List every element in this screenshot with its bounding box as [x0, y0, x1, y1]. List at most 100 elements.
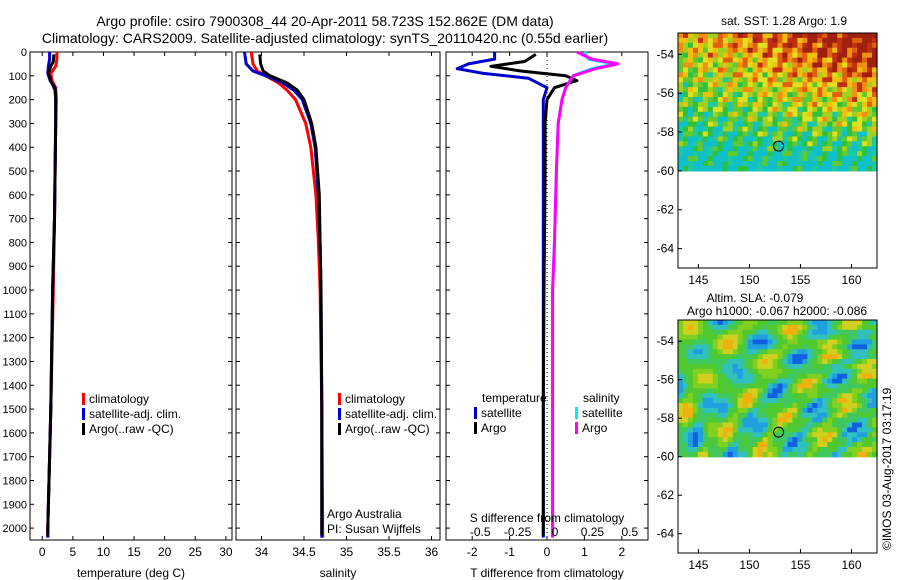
sla_map-cell — [757, 442, 764, 448]
sst_map-cell — [842, 146, 848, 152]
sst_map-cell — [857, 101, 863, 108]
sla_map-cell — [867, 329, 873, 336]
sla_map-cell — [832, 320, 838, 326]
sst_map-cell — [792, 116, 798, 123]
sst_map-cell — [842, 131, 848, 138]
sla_map-cell — [757, 373, 764, 380]
sla_map-cell — [692, 407, 699, 414]
sst_map-cell — [867, 141, 873, 147]
sst_map-cell — [862, 131, 868, 138]
sst_map-cell — [847, 92, 853, 98]
sst_map-cell — [802, 62, 808, 69]
sla_map-cell — [737, 334, 744, 341]
sla_map-cell — [852, 432, 858, 438]
sla_map-cell — [702, 383, 709, 389]
sst_map-cell — [852, 151, 858, 157]
sst_map-cell — [767, 165, 774, 172]
sla_map-cell — [742, 412, 749, 419]
sst_map-cell — [822, 72, 828, 78]
sst_map-cell — [692, 121, 699, 128]
sst_map-cell — [817, 37, 823, 44]
sla_map-cell — [678, 339, 684, 346]
sst_map-cell — [862, 146, 868, 152]
legend-label-satellite: satellite — [481, 406, 522, 420]
sla_map-cell — [807, 324, 813, 331]
sst_map-cell — [787, 37, 794, 44]
sst_map-cell — [772, 101, 779, 108]
sst_map-cell — [732, 136, 739, 142]
sst_map-cell — [792, 52, 798, 59]
sla_map-cell — [852, 446, 858, 453]
sla_map-cell — [747, 368, 754, 375]
sst_map-cell — [742, 126, 749, 133]
sst_map-cell — [717, 111, 724, 118]
sla_map-cell — [817, 339, 823, 346]
sla_map-xtick-label: 150 — [739, 558, 759, 572]
sst_map-cell — [737, 72, 744, 78]
sst_map-cell — [832, 47, 838, 54]
sla_map-cell — [797, 437, 803, 443]
sla_map-cell — [767, 339, 774, 346]
sst_map-cell — [822, 161, 828, 167]
credit-argo-australia: Argo Australia — [327, 507, 402, 521]
sla_map-cell — [727, 334, 734, 341]
sst_map-cell — [802, 126, 808, 133]
sst_map-cell — [807, 47, 813, 54]
sla_map-cell — [712, 359, 719, 365]
sla_map-cell — [707, 446, 714, 453]
sla_map-cell — [832, 432, 838, 438]
sla_map-cell — [857, 442, 863, 448]
sla_map-cell — [692, 359, 699, 365]
sla_map-cell — [777, 363, 784, 370]
sla_map-cell — [832, 349, 838, 355]
sst_map-cell — [857, 161, 863, 167]
sst_map-cell — [732, 165, 739, 172]
sst_map-cell — [692, 42, 699, 49]
sst_map-cell — [857, 47, 863, 54]
sst_map-cell — [702, 82, 709, 88]
sst_map-cell — [792, 131, 798, 138]
sst_map-cell — [832, 101, 838, 108]
sst_map-cell — [727, 151, 734, 157]
sla_map-cell — [767, 417, 774, 424]
temperature-series-argo — [46, 54, 58, 536]
sla_map-cell — [842, 446, 848, 453]
sst_map-cell — [762, 146, 769, 152]
sst_map-cell — [787, 42, 794, 49]
sst_map-cell — [777, 33, 784, 39]
sla_map-cell — [742, 363, 749, 370]
sla_map-cell — [692, 324, 699, 331]
sst_map-cell — [847, 146, 853, 152]
sla_map-cell — [847, 324, 853, 331]
sst_map-cell — [692, 62, 699, 69]
sla_map-cell — [712, 368, 719, 375]
sla_map-cell — [742, 422, 749, 429]
sst_map-cell — [797, 52, 803, 59]
sst_map-cell — [812, 42, 818, 49]
sst_map-cell — [867, 136, 873, 142]
sla_map-cell — [727, 417, 734, 424]
sst_map-cell — [822, 146, 828, 152]
sst_map-cell — [797, 121, 803, 128]
sst_map-cell — [687, 106, 694, 113]
sst_map-cell — [767, 52, 774, 59]
sst_map-cell — [862, 42, 868, 49]
sst_map-cell — [772, 116, 779, 123]
sst_map-cell — [737, 141, 744, 147]
salinity-legend-swatch-argo — [338, 423, 341, 435]
sst_map-cell — [682, 87, 689, 93]
sla_map-cell — [752, 363, 759, 370]
sst_map-cell — [862, 62, 868, 69]
sst_map-cell — [767, 77, 774, 83]
sla_map-cell — [872, 446, 878, 453]
sla_map-cell — [722, 344, 729, 350]
sla_map-cell — [742, 388, 749, 394]
sla_map-cell — [842, 320, 848, 326]
sla_map-cell — [687, 373, 694, 380]
sla_map-cell — [767, 446, 774, 453]
sst_map-cell — [742, 111, 749, 118]
sla_map-cell — [812, 320, 818, 326]
sst_map-cell — [852, 97, 858, 103]
sst_map-cell — [837, 141, 843, 147]
sst_map-cell — [822, 33, 828, 39]
